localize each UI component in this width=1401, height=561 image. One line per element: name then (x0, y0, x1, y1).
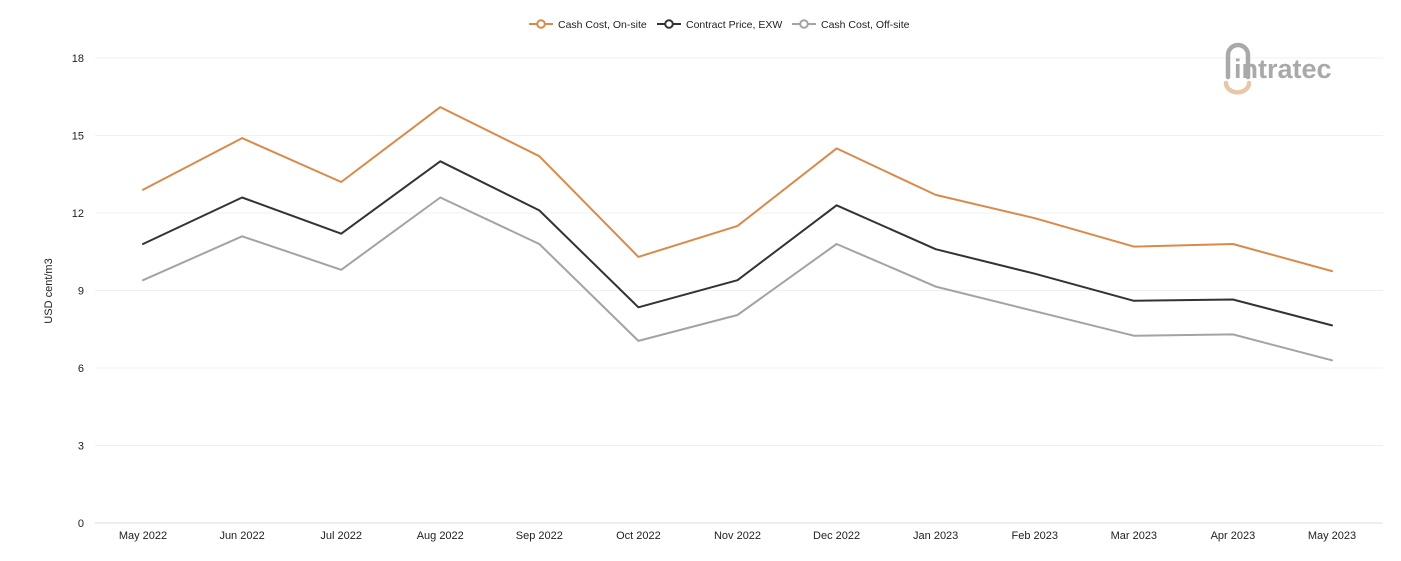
y-axis: USD cent/m3 0 3 6 9 12 15 18 (43, 53, 84, 530)
y-tick-label: 12 (72, 208, 84, 220)
x-tick-label: May 2022 (119, 530, 167, 542)
y-axis-title: USD cent/m3 (43, 258, 55, 323)
y-tick-label: 3 (78, 441, 84, 453)
x-tick-label: Feb 2023 (1012, 530, 1058, 542)
legend-circle-marker (536, 19, 546, 29)
y-tick-label: 15 (72, 131, 84, 143)
x-tick-label: Aug 2022 (417, 530, 464, 542)
legend-circle-marker (664, 19, 674, 29)
y-tick-label: 18 (72, 53, 84, 65)
series-group (142, 106, 1333, 273)
legend-label: Contract Price, EXW (686, 19, 782, 31)
x-tick-label: Nov 2022 (714, 530, 761, 542)
y-tick-label: 6 (78, 363, 84, 375)
x-tick-label: Jan 2023 (913, 530, 958, 542)
grid (95, 57, 1383, 524)
legend-item[interactable]: Cash Cost, On-site (529, 19, 647, 31)
logo-text: intratec (1234, 54, 1332, 84)
legend-item[interactable]: Contract Price, EXW (657, 19, 782, 31)
x-tick-label: Apr 2023 (1211, 530, 1256, 542)
x-tick-label: Sep 2022 (516, 530, 563, 542)
series-line[interactable] (142, 160, 1333, 327)
logo-arc-icon (1225, 42, 1251, 80)
x-tick-label: Oct 2022 (616, 530, 661, 542)
series-group (142, 160, 1333, 327)
logo-icon (1223, 42, 1252, 95)
legend-item[interactable]: Cash Cost, Off-site (792, 19, 910, 31)
series-line[interactable] (142, 106, 1333, 273)
y-tick-label: 9 (78, 286, 84, 298)
x-axis: May 2022 Jun 2022 Jul 2022 Aug 2022 Sep 2022… (119, 530, 1356, 542)
x-tick-label: May 2023 (1308, 530, 1356, 542)
x-tick-label: Jun 2022 (219, 530, 264, 542)
legend[interactable]: Cash Cost, On-site Contract Price, EXW Cas… (529, 19, 910, 31)
legend-circle-marker (799, 19, 809, 29)
series-lines (142, 106, 1333, 362)
logo-hook-icon (1223, 80, 1252, 95)
series-group (142, 196, 1333, 362)
x-tick-label: Mar 2023 (1111, 530, 1157, 542)
legend-label: Cash Cost, Off-site (821, 19, 910, 31)
y-tick-label: 0 (78, 518, 84, 530)
series-line[interactable] (142, 196, 1333, 362)
intratec-logo: intratec (1223, 42, 1332, 95)
x-tick-label: Dec 2022 (813, 530, 860, 542)
x-tick-label: Jul 2022 (320, 530, 362, 542)
legend-label: Cash Cost, On-site (558, 19, 647, 31)
